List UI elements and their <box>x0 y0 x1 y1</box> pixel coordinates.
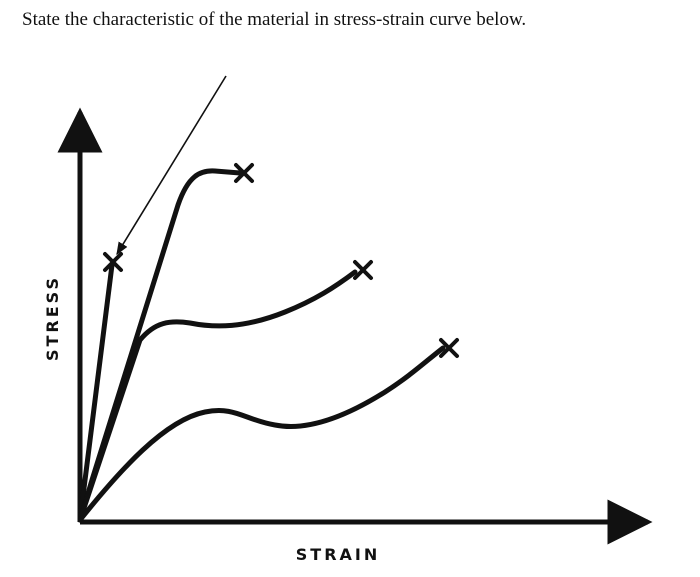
curve-ductile <box>77 269 358 523</box>
x-mark-icon <box>103 252 123 272</box>
curve-brittle <box>77 262 115 523</box>
y-axis-label: STRESS <box>43 275 62 361</box>
curve-high-strength <box>77 168 243 523</box>
curve-soft-ductile <box>77 345 446 523</box>
x-mark-icon <box>439 338 459 358</box>
x-axis-label: STRAIN <box>296 545 380 564</box>
arrow-icon <box>116 75 227 256</box>
x-mark-icon <box>353 260 373 280</box>
question-text: State the characteristic of the material… <box>22 9 527 30</box>
x-mark-icon <box>234 163 254 183</box>
